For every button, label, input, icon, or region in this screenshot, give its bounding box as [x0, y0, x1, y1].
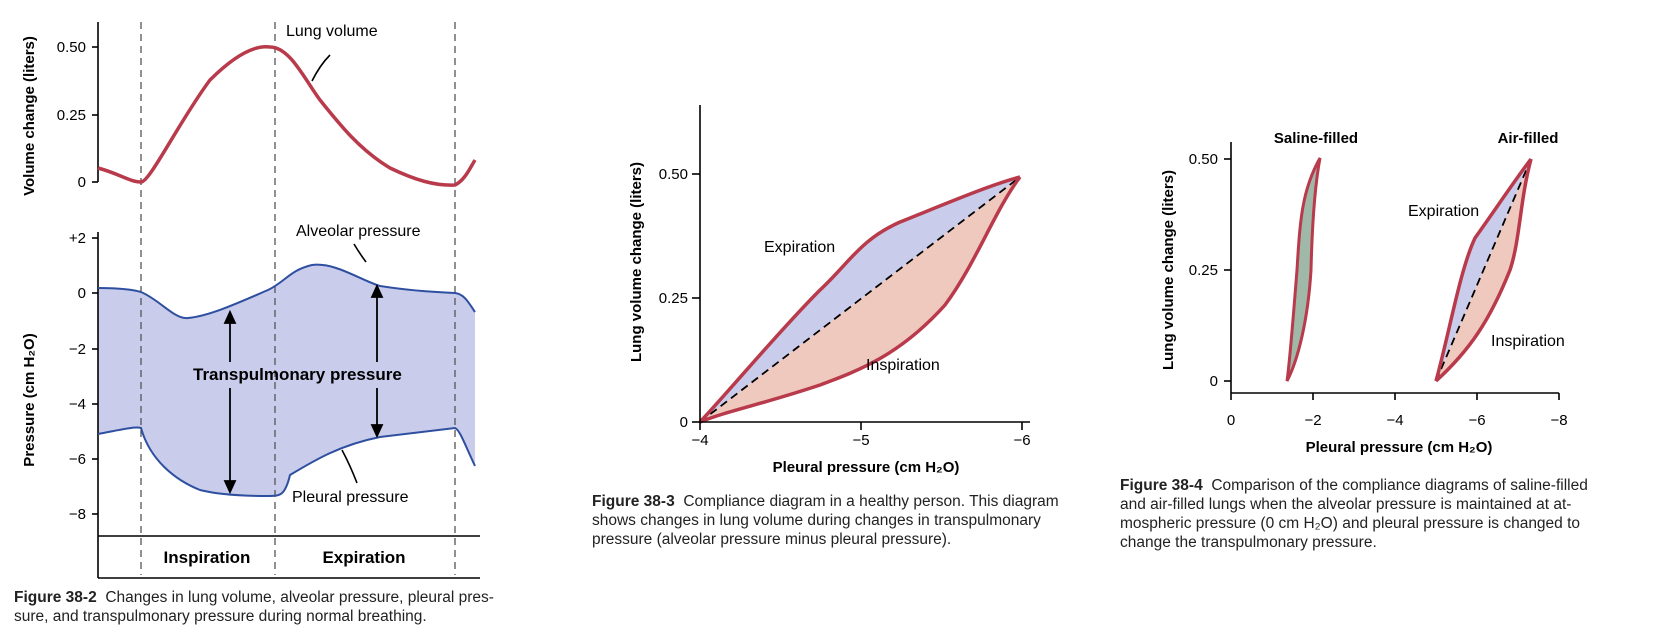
alveolar-pointer: [353, 243, 367, 263]
ytick-label: 0: [680, 414, 688, 431]
caption-text: Compliance diagram in a healthy person. …: [683, 493, 1059, 510]
figure-38-4-caption: Figure 38-4 Comparison of the compliance…: [1120, 476, 1665, 552]
figure-38-3: 0.50 0.25 0 −4 −5 −6 Pleural pressure (c…: [628, 105, 1031, 476]
caption-text: mospheric pressure (0 cm H₂O) and pleura…: [1120, 515, 1581, 532]
expiration-label: Expiration: [1408, 203, 1479, 220]
compliance-dashed-line: [699, 176, 1021, 423]
caption-figure-label: Figure 38-2: [14, 589, 97, 606]
x-axis-label: Pleural pressure (cm H₂O): [773, 459, 960, 476]
ytick-label: 0.50: [659, 166, 688, 183]
arrow-head: [370, 424, 384, 439]
lung-volume-label: Lung volume: [286, 23, 378, 40]
transpulmonary-area: [98, 264, 475, 496]
caption-text: change the transpulmonary pressure.: [1120, 534, 1377, 551]
volume-axis-label: Volume change (liters): [21, 36, 38, 196]
pleural-pointer: [341, 449, 358, 484]
ytick-label: 0: [1210, 373, 1218, 390]
xtick-label: −2: [1304, 412, 1321, 429]
ytick-label: −4: [69, 396, 86, 413]
ytick-label: 0: [78, 174, 86, 191]
xtick-label: −4: [1386, 412, 1403, 429]
air-expiration-curve: [1434, 157, 1533, 382]
caption-figure-label: Figure 38-4: [1120, 477, 1203, 494]
xtick-label: 0: [1227, 412, 1235, 429]
arrow-head: [223, 309, 237, 324]
expiration-curve: [698, 175, 1021, 424]
transpulmonary-arrows: [223, 283, 384, 495]
figure-38-2-caption: Figure 38-2 Changes in lung volume, alve…: [14, 588, 574, 626]
y-axis-label: Lung volume change (liters): [628, 162, 645, 362]
inspiration-phase-label: Inspiration: [164, 548, 251, 567]
pressure-ticks: [92, 237, 98, 515]
transpulmonary-label: Transpulmonary pressure: [193, 365, 402, 384]
caption-text: shows changes in lung volume during chan…: [592, 512, 1041, 529]
caption-text: Changes in lung volume, alveolar pressur…: [105, 589, 494, 606]
caption-text: and air-filled lungs when the alveolar p…: [1120, 496, 1572, 513]
arrow-head: [223, 480, 237, 495]
xtick-label: −5: [852, 432, 869, 449]
y-axis-label: Lung volume change (liters): [1160, 170, 1177, 370]
inspiration-label: Inspiration: [866, 357, 940, 374]
ytick-label: 0.25: [659, 290, 688, 307]
ytick-label: 0: [78, 285, 86, 302]
ytick-label: −2: [69, 341, 86, 358]
alveolar-pressure-label: Alveolar pressure: [296, 223, 421, 240]
ytick-label: 0.25: [57, 107, 86, 124]
caption-text: Comparison of the compliance diagrams of…: [1211, 477, 1588, 494]
pressure-axis-label: Pressure (cm H₂O): [21, 333, 38, 466]
caption-text: pressure (alveolar pressure minus pleura…: [592, 531, 952, 548]
ytick-label: 0.25: [1189, 262, 1218, 279]
xtick-label: −6: [1468, 412, 1485, 429]
air-filled-label: Air-filled: [1498, 130, 1559, 147]
figure-38-2: 0.50 0.25 0 Volume change (liters) Lung …: [21, 22, 480, 579]
air-compliance-dashed-line: [1435, 158, 1532, 382]
xtick-label: −8: [1550, 412, 1567, 429]
xtick-label: −4: [691, 432, 708, 449]
alveolar-pressure-curve: [97, 263, 476, 320]
figure-38-4: 0.50 0.25 0 0 −2 −4 −6 −8 Pleural pressu…: [1160, 130, 1568, 456]
phase-divider-lines: [140, 22, 456, 575]
saline-filled-label: Saline-filled: [1274, 130, 1358, 147]
x-axis-label: Pleural pressure (cm H₂O): [1306, 439, 1493, 456]
figure-38-3-caption: Figure 38-3 Compliance diagram in a heal…: [592, 492, 1112, 549]
lung-volume-pointer: [311, 54, 331, 82]
expiration-label: Expiration: [764, 239, 835, 256]
saline-filled-loop: [1285, 157, 1322, 382]
air-inspiration-curve: [1434, 158, 1533, 383]
arrow-head: [370, 283, 384, 298]
inspiration-label: Inspiration: [1491, 333, 1565, 350]
lung-volume-curve: [97, 45, 477, 187]
ytick-label: 0.50: [1189, 151, 1218, 168]
ytick-label: −6: [69, 451, 86, 468]
ytick-label: +2: [69, 230, 86, 247]
expiration-phase-label: Expiration: [322, 548, 405, 567]
ytick-label: 0.50: [57, 39, 86, 56]
xtick-label: −6: [1013, 432, 1030, 449]
inspiration-curve: [699, 175, 1022, 424]
caption-text: sure, and transpulmonary pressure during…: [14, 608, 427, 625]
pleural-pressure-label: Pleural pressure: [292, 489, 409, 506]
caption-figure-label: Figure 38-3: [592, 493, 675, 510]
ytick-label: −8: [69, 506, 86, 523]
pleural-pressure-curve: [97, 426, 476, 498]
